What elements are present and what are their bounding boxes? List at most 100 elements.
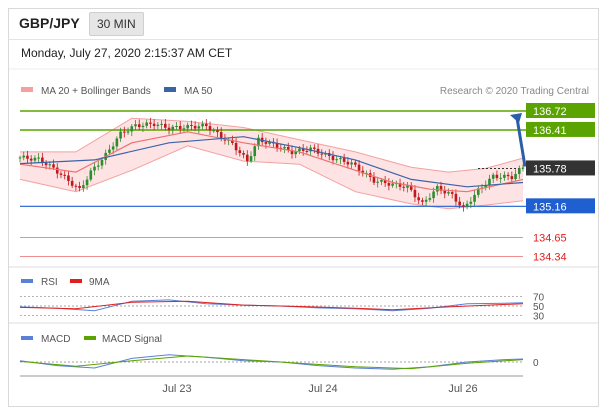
candle-body [428,198,432,200]
candle-body [402,186,406,188]
timeframe-button[interactable]: 30 MIN [89,12,144,36]
candle-body [164,123,167,128]
candle-body [503,174,506,178]
price-label-resistance: 136.41 [533,125,567,137]
candle-body [357,164,361,171]
candle-body [439,185,443,191]
candle-body [26,155,29,159]
candle-body [406,185,409,188]
bollinger-band-fill [20,118,523,209]
price-tag-support [526,198,595,214]
rsi-tick-label: 50 [533,302,545,313]
price-label-support: 135.16 [533,201,567,213]
legend-layer: MA 20 + Bollinger Bands MA 50 Research ©… [21,86,589,395]
candle-body [517,168,521,174]
rsi-ma-line [19,300,524,311]
candle-body [257,137,260,147]
candle-body [450,192,454,194]
chart-frame: GBP/JPY 30 MIN Monday, July 27, 2020 2:1… [8,8,599,407]
bollinger-layer [19,117,524,210]
candle-body [283,146,286,149]
candle-body [380,179,383,182]
legend-swatch-ma20 [21,87,33,92]
legend-swatch-9ma [70,279,82,283]
candle-body [171,126,175,131]
legend-macd: MACD [41,334,70,345]
candle-body [111,146,115,150]
candle-body [458,201,461,206]
candle-body [465,203,469,207]
candle-body [59,173,63,175]
candle-body [249,156,253,162]
candle-body [391,183,394,186]
candle-body [212,130,216,132]
timestamp: Monday, July 27, 2020 2:15:37 AM CET [21,46,233,60]
candle-body [413,189,417,198]
candle-body [387,183,391,186]
candle-body [67,175,70,181]
candle-body [488,178,491,186]
credit-text: Research © 2020 Trading Central [440,86,589,97]
candle-body [521,167,525,169]
candle-body [63,174,67,176]
candle-body [469,201,473,204]
price-label-red: 134.34 [533,251,567,263]
candle-body [510,176,514,180]
candle-body [290,150,294,155]
candle-body [331,155,335,161]
candle-body [383,179,387,184]
candle-body [421,200,424,202]
candle-body [346,161,350,165]
rsi-tick-label: 70 [533,293,545,304]
candle-body [376,181,379,183]
ma50-line [19,136,524,188]
rsi-tick-label: 30 [533,311,545,322]
candle-body [178,126,182,129]
candle-body [462,205,465,207]
candle-body [339,158,342,160]
candle-body [152,123,156,126]
candle-body [93,166,96,171]
bollinger-lower [19,145,524,210]
candle-body [149,122,152,124]
candle-body [167,127,171,131]
candle-body [409,185,413,190]
chart-header: GBP/JPY 30 MIN [9,9,598,40]
candle-body [130,126,134,132]
candle-body [320,153,324,155]
moving-averages-layer [19,113,527,193]
candle-body [350,162,353,165]
legend-swatch-macd [21,336,33,340]
candle-body [18,157,22,159]
candle-body [119,131,122,139]
legend-9ma: 9MA [89,277,110,288]
macd-tick-label: 0 [533,358,539,369]
candle-body [245,154,249,162]
candle-body [491,174,495,179]
macd-line [19,354,524,370]
ma20-line [19,131,524,193]
candle-body [447,192,450,194]
candle-body [175,126,178,128]
candle-body [78,186,81,188]
price-label-resistance: 136.72 [533,106,567,118]
candle-body [33,157,37,161]
candle-body [342,158,346,162]
legend-ma50: MA 50 [184,86,213,97]
candle-body [238,150,242,154]
candle-body [424,199,428,202]
candle-body [85,179,89,186]
candle-body [182,128,186,130]
candle-body [190,124,193,126]
candle-body [417,197,420,201]
candle-body [134,124,137,127]
candle-body [208,126,212,131]
candle-body [55,167,59,174]
legend-macd-signal: MACD Signal [102,334,162,345]
candle-body [231,139,234,143]
candle-body [41,157,44,164]
candle-body [454,193,458,202]
candle-body [294,151,298,155]
candle-body [37,157,40,159]
